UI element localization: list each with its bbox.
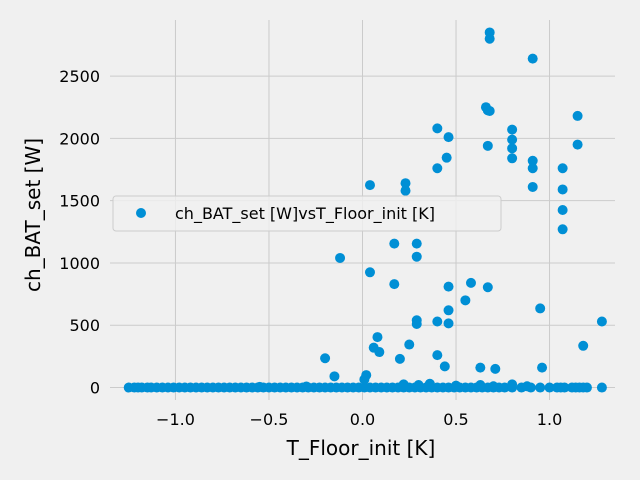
data-point xyxy=(398,379,409,390)
data-point xyxy=(507,143,518,154)
data-point xyxy=(535,303,546,314)
data-point xyxy=(557,205,568,215)
x-tick-label: 1.0 xyxy=(537,410,562,429)
data-point xyxy=(372,332,383,343)
x-tick-label: 0.5 xyxy=(443,410,468,429)
data-point xyxy=(301,381,312,392)
legend: ch_BAT_set [W]vsT_Floor_init [K] xyxy=(112,195,502,232)
data-point xyxy=(320,353,331,364)
y-tick-label: 2500 xyxy=(59,67,100,86)
data-point xyxy=(411,238,422,249)
data-point xyxy=(507,134,518,145)
data-point xyxy=(364,267,375,278)
y-tick-label: 0 xyxy=(90,379,100,398)
y-tick-label: 500 xyxy=(69,316,100,335)
data-point xyxy=(572,110,583,121)
data-point xyxy=(389,238,400,249)
y-tick-label: 1000 xyxy=(59,254,100,273)
data-point xyxy=(432,350,443,361)
data-point xyxy=(507,153,518,164)
data-point xyxy=(484,105,495,116)
x-tick-label: −0.5 xyxy=(250,410,289,429)
data-point xyxy=(329,371,340,382)
data-point xyxy=(400,178,411,189)
data-point xyxy=(507,124,518,135)
data-point xyxy=(394,353,405,364)
data-point xyxy=(451,380,462,391)
legend-box xyxy=(112,195,502,232)
data-point xyxy=(359,374,370,385)
data-point xyxy=(527,155,538,166)
data-point xyxy=(581,382,592,393)
data-point xyxy=(411,251,422,262)
data-point xyxy=(475,380,486,391)
y-tick-labels: 0 500 1000 1500 2000 2500 xyxy=(59,67,100,397)
legend-label: ch_BAT_set [W]vsT_Floor_init [K] xyxy=(175,204,435,224)
x-tick-labels: −1.0 −0.5 0.0 0.5 1.0 xyxy=(156,410,562,429)
y-tick-label: 2000 xyxy=(59,129,100,148)
data-point xyxy=(374,347,385,358)
x-tick-label: −1.0 xyxy=(156,410,195,429)
data-point xyxy=(527,53,538,64)
data-point xyxy=(254,381,265,392)
data-point xyxy=(572,139,583,150)
data-point xyxy=(443,318,454,329)
data-point xyxy=(465,277,476,288)
data-point xyxy=(490,363,501,374)
data-point xyxy=(364,180,375,191)
data-point xyxy=(335,252,346,263)
data-point xyxy=(439,361,450,372)
data-point xyxy=(578,340,589,351)
data-point xyxy=(411,319,422,329)
data-point xyxy=(475,362,486,373)
data-point xyxy=(432,163,443,174)
data-point xyxy=(424,378,435,389)
data-point xyxy=(507,379,518,390)
data-point xyxy=(400,185,411,196)
data-point xyxy=(544,382,555,393)
data-point xyxy=(389,279,400,290)
data-point xyxy=(522,381,533,392)
data-point xyxy=(535,382,546,393)
data-point xyxy=(557,163,568,174)
data-point xyxy=(413,380,424,391)
data-point xyxy=(432,316,443,327)
data-point xyxy=(537,362,548,373)
x-tick-label: 0.0 xyxy=(350,410,375,429)
data-points xyxy=(123,27,607,393)
data-point xyxy=(484,33,495,44)
data-point xyxy=(559,382,570,393)
data-point xyxy=(443,132,454,143)
y-axis-label: ch_BAT_set [W] xyxy=(21,138,45,292)
data-point xyxy=(527,163,538,174)
legend-marker xyxy=(136,208,146,218)
data-point xyxy=(596,382,607,393)
data-point xyxy=(443,281,454,292)
data-point xyxy=(441,152,452,163)
y-tick-label: 1500 xyxy=(59,192,100,211)
data-point xyxy=(527,181,538,192)
data-point xyxy=(432,123,443,134)
data-point xyxy=(443,305,454,316)
data-point xyxy=(482,282,493,293)
data-point xyxy=(404,339,415,350)
data-point xyxy=(499,382,510,393)
x-axis-label: T_Floor_init [K] xyxy=(286,436,436,460)
data-point xyxy=(557,224,568,235)
data-point xyxy=(460,295,471,306)
data-point xyxy=(488,381,499,392)
data-point xyxy=(596,316,607,327)
data-point xyxy=(557,184,568,195)
data-point xyxy=(482,140,493,151)
